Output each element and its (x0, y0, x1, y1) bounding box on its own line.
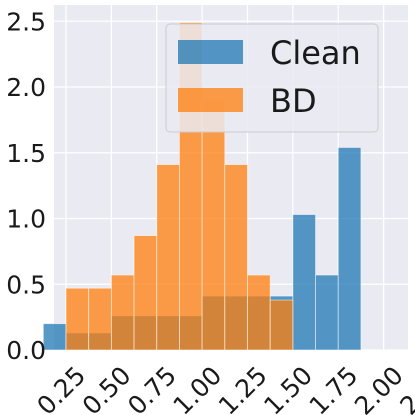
legend-swatch-bd (178, 88, 243, 112)
bar-bd (65, 287, 90, 351)
y-tick-label: 2.5 (6, 7, 46, 36)
bar-bd (224, 164, 248, 351)
bar-clean (337, 147, 362, 351)
bar-bd (201, 99, 226, 351)
bar-bd (133, 235, 158, 351)
bar-bd (247, 274, 271, 351)
y-tick-label: 0.5 (6, 270, 46, 299)
bar-clean (292, 214, 316, 351)
legend: Clean BD (165, 23, 379, 133)
legend-label-clean: Clean (270, 34, 361, 72)
bar-bd (110, 274, 135, 351)
legend-swatch-clean (178, 40, 243, 64)
x-axis-ticks: 0.250.500.751.001.251.501.752.002.25 (31, 361, 415, 415)
y-tick-label: 0.0 (6, 336, 46, 365)
bar-bd (269, 299, 294, 351)
bar-bd (88, 287, 112, 351)
bar-clean (42, 323, 67, 351)
y-tick-label: 1.0 (6, 205, 46, 234)
y-axis-ticks: 0.0 0.5 1.0 1.5 2.0 2.5 (6, 7, 46, 365)
legend-label-bd: BD (270, 82, 317, 120)
bar-clean (315, 274, 339, 351)
y-tick-label: 2.0 (6, 73, 46, 102)
y-tick-label: 1.5 (6, 139, 46, 168)
bar-bd (156, 164, 180, 351)
